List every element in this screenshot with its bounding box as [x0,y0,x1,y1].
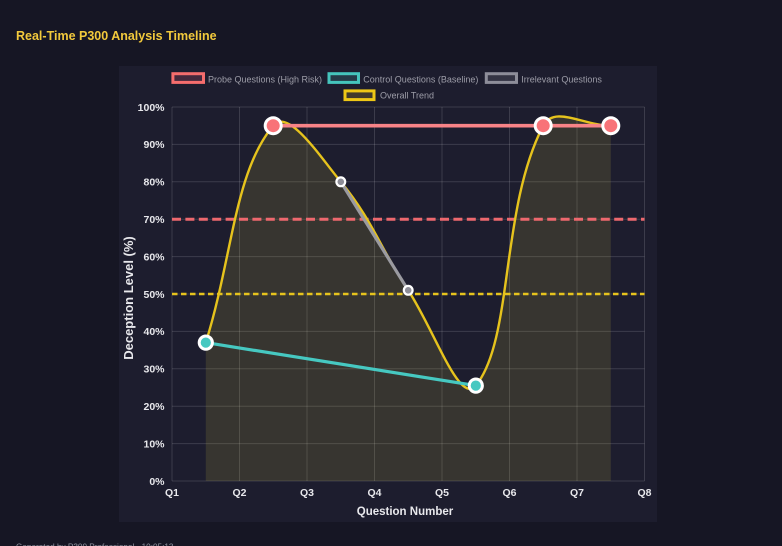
svg-text:70%: 70% [143,214,165,226]
svg-text:Q4: Q4 [367,487,381,499]
svg-text:100%: 100% [138,102,166,114]
svg-text:Irrelevant Questions: Irrelevant Questions [521,74,602,84]
svg-text:20%: 20% [143,401,165,413]
svg-text:Control Questions (Baseline): Control Questions (Baseline) [363,74,478,84]
svg-text:60%: 60% [143,251,165,263]
svg-text:Deception Level (%): Deception Level (%) [121,236,136,360]
svg-text:40%: 40% [143,326,165,338]
svg-text:Q1: Q1 [165,487,179,499]
svg-text:Overall Trend: Overall Trend [380,90,434,100]
svg-text:Real-Time P300 Analysis Timeli: Real-Time P300 Analysis Timeline [16,29,217,43]
svg-text:Q7: Q7 [570,487,584,499]
svg-text:30%: 30% [143,364,165,376]
svg-text:90%: 90% [143,139,165,151]
svg-text:Generated by P300 Professional: Generated by P300 Professional - 10:05:1… [16,543,174,546]
svg-text:10%: 10% [143,438,165,450]
svg-text:Probe Questions (High Risk): Probe Questions (High Risk) [208,74,322,84]
svg-text:0%: 0% [149,476,165,488]
svg-text:Q6: Q6 [502,487,516,499]
svg-text:80%: 80% [143,177,165,189]
svg-text:Q8: Q8 [637,487,651,499]
svg-text:Q5: Q5 [435,487,449,499]
svg-text:Q2: Q2 [232,487,246,499]
svg-text:Question Number: Question Number [357,506,454,518]
svg-text:Q3: Q3 [300,487,314,499]
svg-text:50%: 50% [143,289,165,301]
